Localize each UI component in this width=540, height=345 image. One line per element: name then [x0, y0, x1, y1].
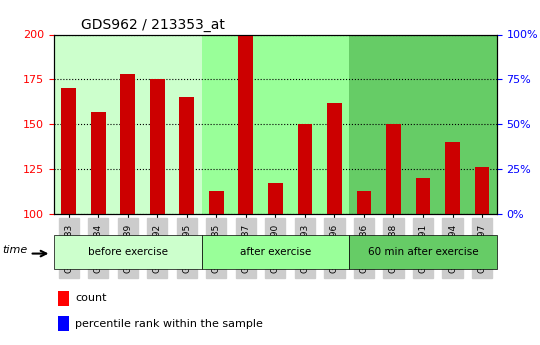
Bar	[62, 88, 76, 214]
Text: percentile rank within the sample: percentile rank within the sample	[75, 319, 263, 329]
Text: time: time	[3, 245, 28, 255]
Bar	[150, 79, 165, 214]
Bar	[120, 74, 135, 214]
Bar	[268, 184, 283, 214]
Text: 60 min after exercise: 60 min after exercise	[368, 247, 478, 257]
Bar	[416, 178, 430, 214]
Bar	[475, 167, 489, 214]
Bar	[445, 142, 460, 214]
Bar	[201, 34, 349, 214]
Bar	[356, 190, 372, 214]
Text: after exercise: after exercise	[240, 247, 311, 257]
Bar	[91, 112, 106, 214]
Bar	[349, 235, 497, 269]
Text: count: count	[75, 293, 107, 303]
Bar	[239, 36, 253, 214]
Bar	[179, 97, 194, 214]
Bar	[58, 316, 70, 332]
Bar	[54, 34, 201, 214]
Bar	[327, 103, 342, 214]
Bar	[201, 235, 349, 269]
Bar	[298, 124, 312, 214]
Text: before exercise: before exercise	[88, 247, 168, 257]
Bar	[54, 235, 201, 269]
Bar	[349, 34, 497, 214]
Text: GDS962 / 213353_at: GDS962 / 213353_at	[80, 18, 225, 32]
Bar	[386, 124, 401, 214]
Bar	[58, 290, 70, 306]
Bar	[209, 190, 224, 214]
